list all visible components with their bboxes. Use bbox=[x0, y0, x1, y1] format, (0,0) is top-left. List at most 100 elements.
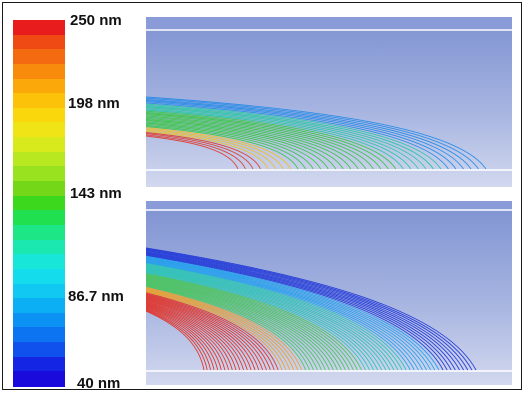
color-scale-step bbox=[13, 210, 65, 226]
particle-trajectory bbox=[146, 284, 310, 371]
particle-trajectory bbox=[146, 103, 442, 170]
particle-trajectory bbox=[146, 126, 299, 170]
particle-trajectory bbox=[146, 278, 338, 371]
particle-trajectory bbox=[146, 305, 226, 371]
particle-trajectory bbox=[146, 113, 382, 170]
particle-trajectory bbox=[146, 129, 277, 170]
particle-trajectory bbox=[146, 124, 306, 170]
particle-trajectory bbox=[146, 268, 383, 371]
particle-trajectory bbox=[146, 247, 477, 371]
particle-trajectory bbox=[146, 261, 415, 371]
particle-trajectory bbox=[146, 110, 397, 170]
particle-trajectory bbox=[146, 292, 279, 371]
particle-trajectory bbox=[146, 253, 448, 371]
particle-trajectory bbox=[146, 108, 412, 170]
color-scale-step bbox=[13, 356, 65, 372]
particle-trajectory bbox=[146, 260, 419, 371]
color-scale-step bbox=[13, 239, 65, 255]
particle-trajectory bbox=[146, 305, 222, 371]
particle-trajectory bbox=[146, 306, 219, 371]
bottom-trajectory-plot bbox=[146, 201, 512, 385]
particle-trajectory bbox=[146, 98, 472, 170]
particle-trajectory bbox=[146, 253, 452, 371]
particle-trajectory bbox=[146, 298, 252, 371]
particle-trajectory bbox=[146, 257, 432, 371]
color-scale-step bbox=[13, 298, 65, 314]
particle-trajectory bbox=[146, 285, 307, 371]
bottom-trajectory-panel bbox=[146, 201, 512, 385]
scale-label-min: 40 nm bbox=[77, 375, 121, 392]
color-scale-step bbox=[13, 254, 65, 270]
particle-trajectory bbox=[146, 116, 359, 170]
particle-trajectory bbox=[146, 96, 487, 170]
particle-trajectory bbox=[146, 266, 391, 371]
particle-trajectory bbox=[146, 107, 419, 170]
particle-trajectory bbox=[146, 252, 456, 371]
top-trajectory-panel bbox=[146, 17, 512, 187]
color-scale-step bbox=[13, 283, 65, 299]
particle-trajectory bbox=[146, 271, 370, 371]
color-scale-step bbox=[13, 224, 65, 241]
panel-top-strip bbox=[146, 201, 512, 209]
color-scale-step bbox=[13, 151, 65, 167]
particle-trajectory bbox=[146, 303, 233, 371]
particle-trajectory bbox=[146, 295, 264, 371]
particle-trajectory bbox=[146, 302, 237, 371]
color-scale-bar bbox=[13, 20, 65, 387]
particle-trajectory bbox=[146, 263, 407, 371]
particle-trajectory bbox=[146, 269, 379, 371]
color-scale-step bbox=[13, 268, 65, 285]
particle-trajectory bbox=[146, 297, 256, 371]
particle-trajectory bbox=[146, 283, 318, 371]
particle-trajectory bbox=[146, 97, 479, 170]
particle-trajectory bbox=[146, 254, 444, 371]
particle-trajectory bbox=[146, 262, 411, 371]
particle-trajectory bbox=[146, 286, 303, 371]
particle-trajectory bbox=[146, 296, 260, 371]
particle-trajectory bbox=[146, 123, 314, 170]
color-scale-step bbox=[13, 78, 65, 94]
particle-trajectory bbox=[146, 276, 346, 371]
particle-trajectory bbox=[146, 250, 464, 371]
particle-trajectory bbox=[146, 248, 473, 371]
particle-trajectory bbox=[146, 287, 299, 371]
particle-trajectory bbox=[146, 255, 440, 371]
particle-trajectory bbox=[146, 307, 215, 371]
particle-trajectory bbox=[146, 119, 344, 170]
particle-trajectory bbox=[146, 259, 423, 371]
particle-trajectory bbox=[146, 133, 254, 170]
color-scale-step bbox=[13, 195, 65, 211]
particle-trajectory bbox=[146, 251, 460, 371]
particle-trajectory bbox=[146, 293, 275, 371]
particle-trajectory bbox=[146, 270, 375, 371]
panel-top-strip bbox=[146, 17, 512, 29]
particle-trajectory bbox=[146, 275, 350, 371]
color-scale-step bbox=[13, 327, 65, 343]
particle-trajectory bbox=[146, 304, 230, 371]
particle-trajectory bbox=[146, 300, 245, 371]
color-scale-step bbox=[13, 181, 65, 197]
particle-trajectory bbox=[146, 111, 389, 170]
particle-trajectory bbox=[146, 263, 403, 371]
particle-trajectory bbox=[146, 310, 205, 371]
particle-trajectory bbox=[146, 135, 239, 170]
color-scale-step bbox=[13, 312, 65, 329]
particle-trajectory bbox=[146, 121, 329, 170]
color-scale-step bbox=[13, 63, 65, 80]
particle-trajectory bbox=[146, 256, 436, 371]
particle-trajectory bbox=[146, 102, 449, 170]
particle-trajectory bbox=[146, 277, 342, 371]
particle-trajectory bbox=[146, 120, 337, 170]
particle-trajectory bbox=[146, 267, 387, 371]
particle-trajectory bbox=[146, 272, 366, 371]
color-scale-step bbox=[13, 371, 65, 387]
particle-trajectory bbox=[146, 274, 354, 371]
particle-trajectory bbox=[146, 132, 261, 170]
particle-trajectory bbox=[146, 258, 428, 371]
scale-label-max: 250 nm bbox=[70, 12, 122, 29]
color-scale-step bbox=[13, 137, 65, 153]
particle-trajectory bbox=[146, 249, 469, 371]
particle-trajectory bbox=[146, 309, 208, 371]
top-trajectory-plot bbox=[146, 17, 512, 187]
particle-trajectory bbox=[146, 106, 427, 170]
